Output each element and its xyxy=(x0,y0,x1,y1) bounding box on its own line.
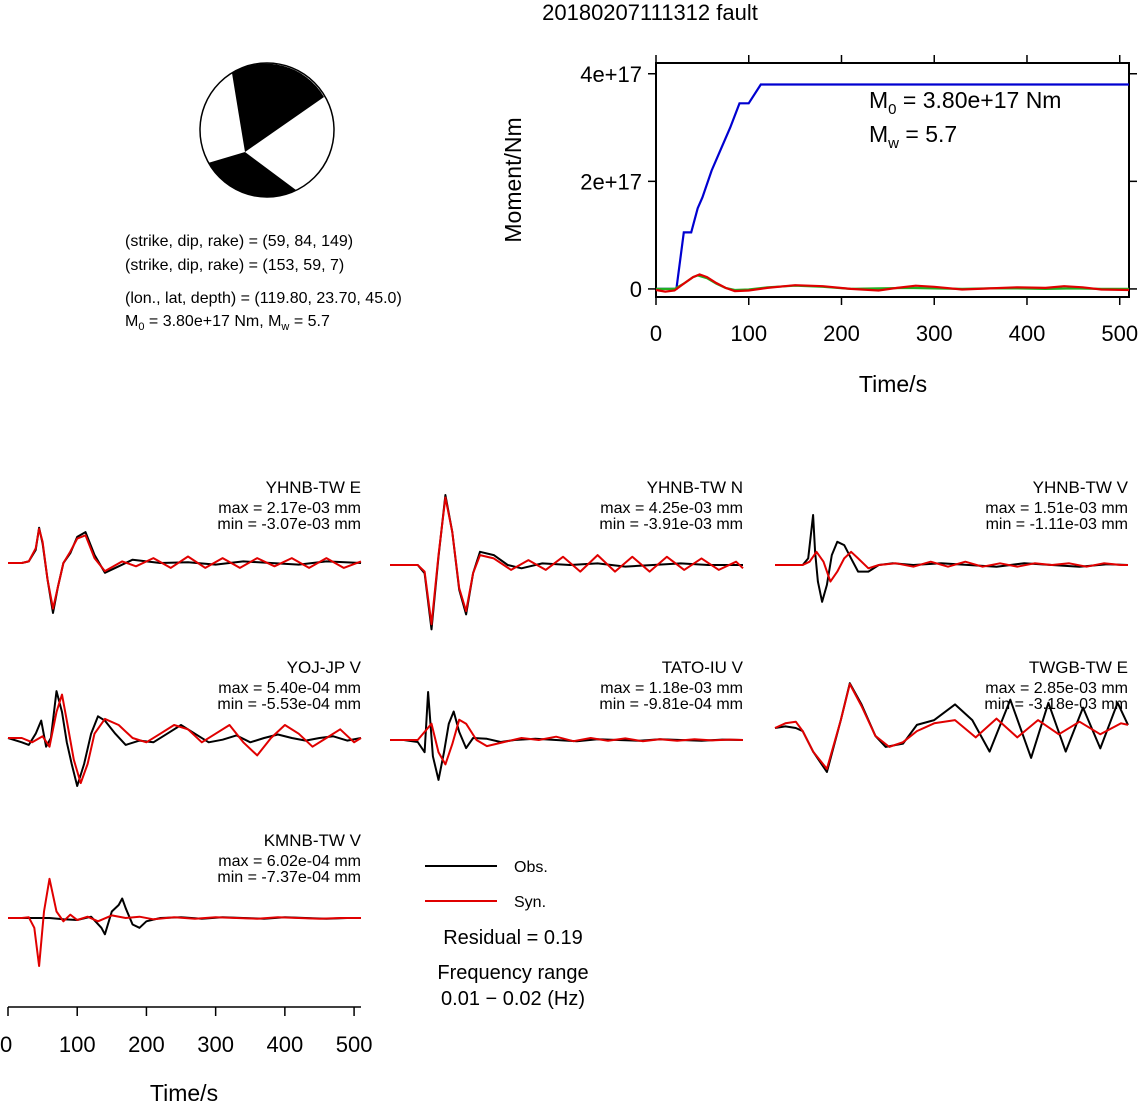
waveform-max-label: max = 1.18e-03 mm xyxy=(600,680,743,697)
legend: Obs. Syn. xyxy=(425,859,548,911)
waveform-station-label: TATO-IU V xyxy=(662,658,744,677)
moment-x-label: Time/s xyxy=(859,371,927,397)
moment-x-axis: 0 100 200 300 400 500 xyxy=(650,55,1138,346)
waveform-max-label: max = 1.51e-03 mm xyxy=(985,500,1128,517)
moment-y-tick-label: 2e+17 xyxy=(580,169,642,194)
frequency-range-label: Frequency range xyxy=(437,962,588,984)
moment-series-line-0 xyxy=(656,83,1129,290)
waveform-x-label: Time/s xyxy=(150,1080,218,1104)
waveform-station-label: YHNB-TW E xyxy=(266,478,361,497)
waveform-syn-trace xyxy=(390,496,744,626)
moment-rate-chart: 0 2e+17 4e+17 0 100 200 300 400 500 Moment/Nm T… xyxy=(500,55,1138,397)
waveform-x-tick-label: 400 xyxy=(267,1032,304,1057)
beachball-compressional-quadrant-1 xyxy=(232,63,324,152)
moment-x-tick-label: 100 xyxy=(730,321,767,346)
moment-mw-annotation: Mw = 5.7 xyxy=(869,121,957,152)
waveform-x-tick-label: 100 xyxy=(59,1032,96,1057)
waveform-max-label: max = 4.25e-03 mm xyxy=(600,500,743,517)
waveform-obs-trace xyxy=(8,526,362,614)
legend-obs-label: Obs. xyxy=(514,859,548,876)
waveform-syn-trace xyxy=(8,527,362,610)
nodal-plane-2-text: (strike, dip, rake) = (153, 59, 7) xyxy=(125,257,344,274)
beachball xyxy=(199,62,335,198)
moment-chart-frame xyxy=(655,62,1130,298)
waveform-station-label: YHNB-TW N xyxy=(647,478,743,497)
waveform-syn-trace xyxy=(8,693,362,785)
waveform-station-label: YHNB-TW V xyxy=(1033,478,1129,497)
moment-y-axis: 0 2e+17 4e+17 xyxy=(580,62,1137,302)
moment-x-tick-label: 300 xyxy=(916,321,953,346)
moment-x-tick-label: 400 xyxy=(1009,321,1046,346)
moment-x-tick-label: 0 xyxy=(650,321,662,346)
waveform-min-label: min = -7.37e-04 mm xyxy=(217,869,361,886)
moment-x-tick-label: 200 xyxy=(823,321,860,346)
beachball-compressional-quadrant-2 xyxy=(208,152,296,197)
waveform-min-label: min = -3.18e-03 mm xyxy=(984,696,1128,713)
moment-y-tick-label: 4e+17 xyxy=(580,62,642,87)
moment-x-tick-label: 500 xyxy=(1101,321,1138,346)
waveform-station-label: TWGB-TW E xyxy=(1029,658,1128,677)
moment-y-tick-label: 0 xyxy=(630,277,642,302)
waveform-syn-trace xyxy=(390,718,744,766)
moment-magnitude-text: M0 = 3.80e+17 Nm, Mw = 5.7 xyxy=(125,313,330,333)
waveform-max-label: max = 5.40e-04 mm xyxy=(218,680,361,697)
legend-syn-label: Syn. xyxy=(514,894,546,911)
waveform-max-label: max = 2.85e-03 mm xyxy=(985,680,1128,697)
waveform-syn-trace xyxy=(775,550,1128,583)
waveform-obs-trace xyxy=(775,514,1129,603)
waveform-x-tick-label: 500 xyxy=(336,1032,373,1057)
frequency-range-value: 0.01 − 0.02 (Hz) xyxy=(441,988,585,1010)
waveform-x-tick-label: 200 xyxy=(128,1032,165,1057)
waveform-obs-trace xyxy=(7,690,362,787)
waveform-x-tick-label: 0 xyxy=(0,1032,12,1057)
waveform-x-tick-label: 300 xyxy=(197,1032,234,1057)
moment-series xyxy=(655,83,1130,293)
waveform-station-label: KMNB-TW V xyxy=(264,831,362,850)
waveform-min-label: min = -1.11e-03 mm xyxy=(986,516,1128,533)
residual-text: Residual = 0.19 xyxy=(443,927,583,949)
waveform-min-label: min = -3.07e-03 mm xyxy=(217,516,361,533)
location-text: (lon., lat, depth) = (119.80, 23.70, 45.… xyxy=(125,290,402,307)
figure-title: 20180207111312 fault xyxy=(542,0,758,25)
moment-series-line-2 xyxy=(655,273,1130,293)
waveform-syn-trace xyxy=(774,683,1129,770)
moment-y-label: Moment/Nm xyxy=(500,117,526,242)
waveform-syn-trace xyxy=(8,877,361,967)
waveform-max-label: max = 2.17e-03 mm xyxy=(218,500,361,517)
waveform-station-label: YOJ-JP V xyxy=(287,658,362,677)
nodal-plane-1-text: (strike, dip, rake) = (59, 84, 149) xyxy=(125,233,353,250)
waveform-min-label: min = -9.81e-04 mm xyxy=(599,696,743,713)
waveform-x-axis: 0 100 200 300 400 500 xyxy=(0,1006,373,1057)
waveform-max-label: max = 6.02e-04 mm xyxy=(218,853,361,870)
waveform-min-label: min = -5.53e-04 mm xyxy=(217,696,361,713)
waveform-min-label: min = -3.91e-03 mm xyxy=(599,516,743,533)
moment-m0-annotation: M0 = 3.80e+17 Nm xyxy=(869,87,1061,118)
